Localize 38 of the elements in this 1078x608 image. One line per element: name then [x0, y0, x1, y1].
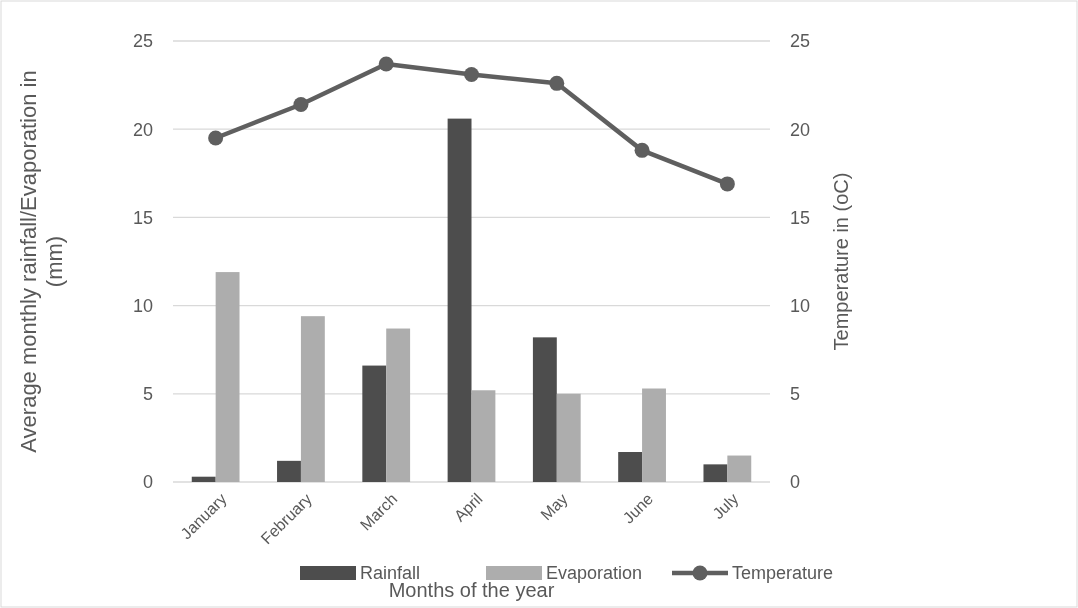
bar: [556, 393, 581, 482]
point: [549, 75, 565, 91]
x-tick-label: July: [709, 490, 742, 523]
y-tick-label: 15: [132, 207, 153, 228]
y2-tick-label: 10: [790, 295, 811, 316]
bar: [386, 328, 411, 482]
y2-tick-label: 15: [790, 207, 811, 228]
bar: [277, 460, 301, 482]
bar: [618, 452, 643, 482]
y-tick-label: 20: [132, 119, 153, 140]
bar: [703, 464, 728, 482]
bar: [727, 455, 752, 482]
point: [719, 176, 735, 192]
point: [464, 67, 479, 83]
y2-tick-label: 20: [790, 119, 811, 140]
bar: [642, 388, 666, 482]
bar: [215, 272, 240, 482]
point: [378, 56, 394, 72]
y-tick-label: 10: [132, 295, 153, 316]
y2-axis-title: Temperature in (oC): [830, 172, 852, 351]
x-tick-label: May: [537, 490, 571, 524]
y2-tick-label: 5: [790, 384, 801, 405]
y2-tick-label: 0: [790, 472, 801, 493]
bar: [191, 476, 216, 482]
y-tick-label: 25: [132, 31, 153, 52]
point: [208, 130, 224, 146]
bar: [300, 316, 325, 482]
point: [293, 97, 309, 112]
bar: [447, 118, 472, 482]
y-tick-label: 0: [142, 472, 153, 493]
bar: [532, 337, 557, 482]
bar: [471, 390, 496, 482]
y2-tick-label: 25: [790, 31, 811, 52]
y-axis-title: Average monthly rainfall/Evaporation in (mm): [16, 70, 67, 453]
bar: [362, 365, 387, 482]
point: [634, 142, 650, 158]
legend-label: Temperature: [732, 563, 834, 584]
y-tick-label: 5: [142, 384, 153, 405]
